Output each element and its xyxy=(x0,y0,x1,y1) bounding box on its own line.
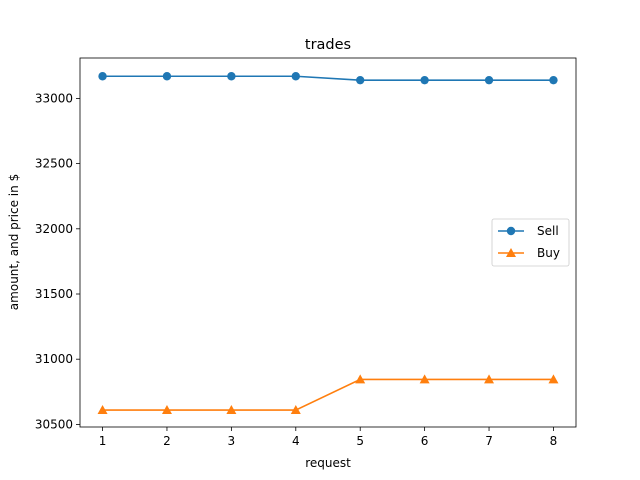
data-point-sell xyxy=(291,72,300,81)
data-point-sell xyxy=(98,72,107,81)
series-line-sell xyxy=(102,75,554,81)
legend-label-sell: Sell xyxy=(537,224,559,238)
y-tick-label: 33000 xyxy=(35,91,73,105)
y-tick-label: 31500 xyxy=(35,287,73,301)
data-point-buy xyxy=(226,405,237,415)
data-point-buy xyxy=(419,374,430,384)
data-point-sell xyxy=(549,75,558,85)
chart-title: trades xyxy=(305,37,351,53)
series-sell xyxy=(98,72,558,85)
data-point-sell xyxy=(356,75,365,85)
x-tick-label: 3 xyxy=(228,434,236,448)
data-point-buy xyxy=(161,405,172,415)
x-tick-label: 8 xyxy=(550,434,558,448)
data-point-sell xyxy=(484,75,494,85)
x-tick-label: 5 xyxy=(356,434,364,448)
legend-item-buy: Buy xyxy=(498,246,560,260)
x-tick-label: 4 xyxy=(292,434,300,448)
data-point-buy xyxy=(548,374,559,384)
y-tick-label: 32000 xyxy=(35,222,73,236)
legend-item-sell: Sell xyxy=(498,224,559,238)
x-tick-label: 1 xyxy=(99,434,107,448)
series-layer xyxy=(97,72,559,415)
x-tick-label: 7 xyxy=(485,434,493,448)
series-line-buy xyxy=(102,378,554,411)
x-axis: 1 2 3 4 5 6 7 8 xyxy=(99,427,558,448)
legend-marker-buy xyxy=(506,248,516,257)
x-tick-label: 2 xyxy=(163,434,171,448)
y-axis-label: amount, and price in $ xyxy=(7,174,21,310)
data-point-buy xyxy=(484,374,495,384)
x-tick-label: 6 xyxy=(421,434,429,448)
y-axis: 30500 31000 31500 32000 32500 33000 xyxy=(35,91,80,431)
y-tick-label: 31000 xyxy=(35,352,73,366)
series-buy xyxy=(97,374,559,415)
data-point-buy xyxy=(97,405,108,415)
legend-label-buy: Buy xyxy=(537,246,560,260)
data-point-sell xyxy=(162,72,172,81)
y-tick-label: 30500 xyxy=(35,417,73,431)
data-point-sell xyxy=(227,72,236,81)
data-point-sell xyxy=(420,75,429,85)
y-tick-label: 32500 xyxy=(35,157,73,171)
legend: Sell Buy xyxy=(491,218,570,267)
data-point-buy xyxy=(355,374,366,384)
legend-marker-sell xyxy=(506,226,516,236)
x-axis-label: request xyxy=(305,456,351,470)
data-point-buy xyxy=(290,405,301,415)
